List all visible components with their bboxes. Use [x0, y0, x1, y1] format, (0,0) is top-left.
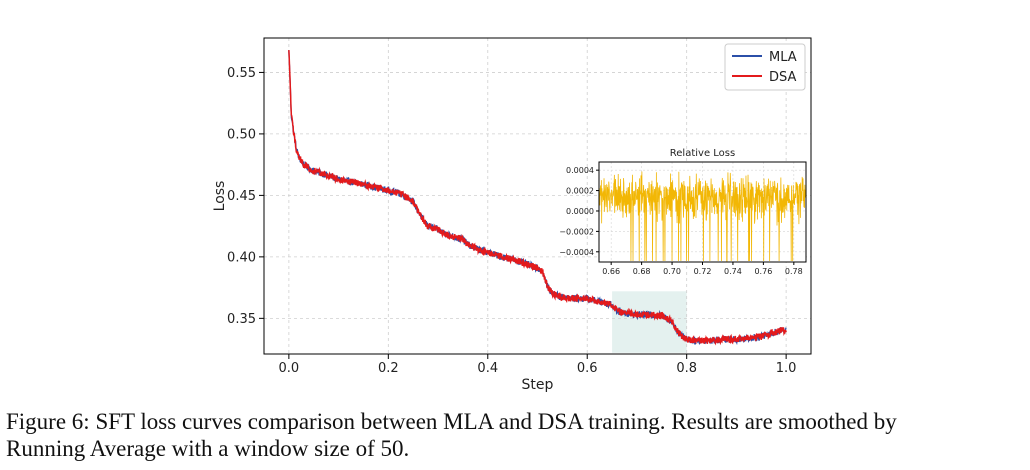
inset-x-tick-label: 0.70	[663, 267, 681, 276]
y-tick-label: 0.55	[227, 66, 256, 81]
main-chart: 0.0 0.2 0.4 0.6 0.8 1.0 0.35 0.40 0.45 0.50 0.55 St…	[212, 37, 812, 393]
x-tick-label: 0.0	[279, 361, 300, 376]
x-axis-label: Step	[522, 377, 554, 393]
inset-y-tick-label: −0.0004	[559, 248, 594, 257]
inset-x-tick-label: 0.76	[754, 267, 772, 276]
x-tick-label: 0.6	[577, 361, 598, 376]
inset-x-tick-label: 0.72	[694, 267, 712, 276]
y-tick-label: 0.45	[227, 189, 256, 204]
legend-label-dsa: DSA	[769, 70, 797, 85]
highlight-region	[612, 291, 687, 353]
y-axis-label: Loss	[212, 181, 228, 212]
series-line-dsa	[288, 49, 787, 346]
y-tick-label: 0.50	[227, 127, 256, 142]
inset-x-tick-label: 0.66	[602, 267, 620, 276]
inset-y-tick-label: 0.0000	[566, 207, 594, 216]
x-tick-label: 1.0	[776, 361, 797, 376]
legend-label-mla: MLA	[769, 50, 797, 65]
inset-y-tick-label: 0.0002	[566, 187, 594, 196]
x-tick-label: 0.2	[378, 361, 399, 376]
y-tick-label: 0.35	[227, 312, 256, 327]
inset-title: Relative Loss	[670, 148, 735, 159]
plot-frame	[263, 37, 812, 355]
x-tick-label: 0.4	[477, 361, 498, 376]
caption-line-2: Running Average with a window size of 50…	[6, 436, 410, 461]
figure-caption: Figure 6: SFT loss curves comparison bet…	[6, 408, 1026, 462]
inset-x-tick-label: 0.74	[724, 267, 742, 276]
caption-line-1: Figure 6: SFT loss curves comparison bet…	[6, 409, 897, 434]
y-tick-label: 0.40	[227, 250, 256, 265]
inset-x-tick-label: 0.78	[785, 267, 803, 276]
inset-chart: 0.66 0.68 0.70 0.72 0.74 0.76 0.78 0.0004 0.0002…	[559, 148, 807, 276]
inset-series-line	[599, 171, 806, 262]
inset-x-tick-label: 0.68	[633, 267, 651, 276]
figure: 0.0 0.2 0.4 0.6 0.8 1.0 0.35 0.40 0.45 0.50 0.55 St…	[212, 37, 812, 393]
inset-y-tick-label: −0.0002	[559, 227, 594, 236]
legend: MLA DSA	[724, 43, 806, 91]
inset-y-tick-label: 0.0004	[566, 166, 594, 175]
x-tick-label: 0.8	[676, 361, 697, 376]
